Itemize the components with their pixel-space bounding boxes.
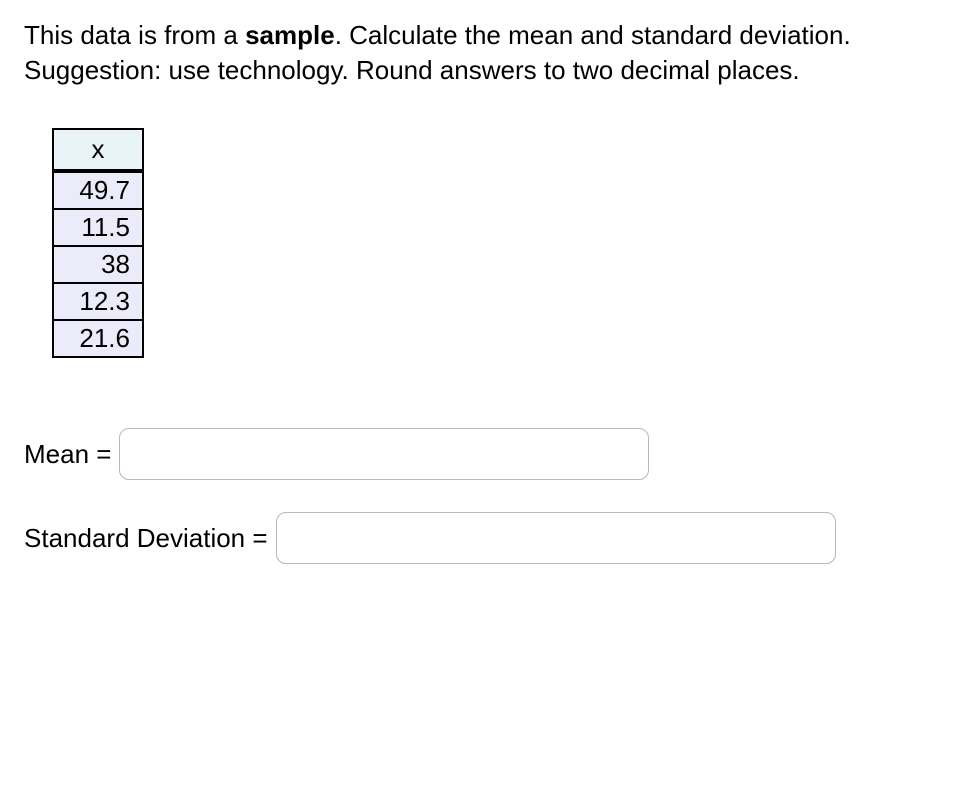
table-cell: 11.5 [53, 209, 143, 246]
table-row: 11.5 [53, 209, 143, 246]
sd-answer-row: Standard Deviation = [24, 512, 941, 564]
table-row: 21.6 [53, 320, 143, 357]
table-cell: 21.6 [53, 320, 143, 357]
table-row: 49.7 [53, 171, 143, 209]
mean-label: Mean = [24, 439, 111, 470]
mean-answer-row: Mean = [24, 428, 941, 480]
question-bold: sample [245, 20, 335, 50]
table-body: 49.7 11.5 38 12.3 21.6 [53, 171, 143, 357]
sd-label: Standard Deviation = [24, 523, 268, 554]
mean-input[interactable] [119, 428, 649, 480]
question-prefix: This data is from a [24, 20, 245, 50]
table-row: 38 [53, 246, 143, 283]
table-row: 12.3 [53, 283, 143, 320]
table-cell: 38 [53, 246, 143, 283]
table-header: x [53, 129, 143, 171]
data-table: x 49.7 11.5 38 12.3 21.6 [52, 128, 144, 358]
question-text: This data is from a sample. Calculate th… [24, 18, 941, 88]
table-cell: 49.7 [53, 171, 143, 209]
table-cell: 12.3 [53, 283, 143, 320]
sd-input[interactable] [276, 512, 836, 564]
